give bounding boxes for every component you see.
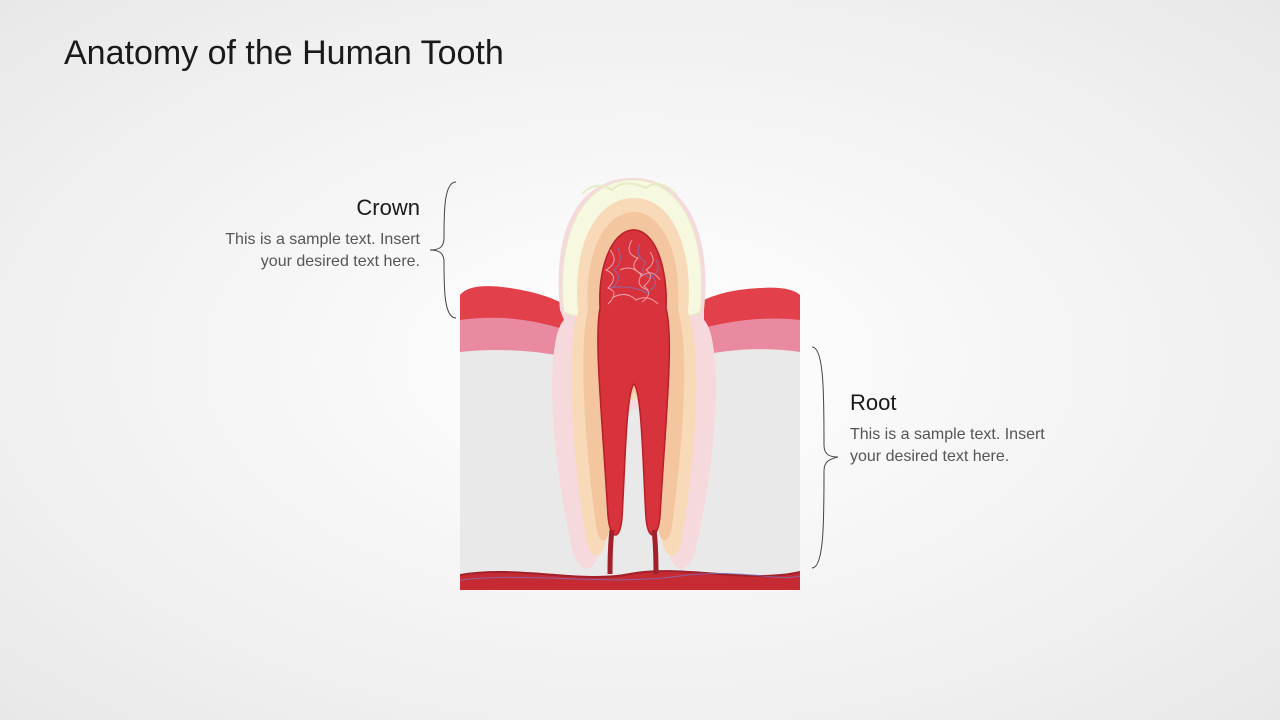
brace-root [810, 345, 840, 570]
brace-crown [428, 180, 458, 320]
tooth-illustration [460, 170, 800, 610]
tooth-diagram: Crown This is a sample text. Insert your… [0, 0, 1280, 720]
callout-root-heading: Root [850, 390, 1070, 416]
callout-root: Root This is a sample text. Insert your … [850, 390, 1070, 469]
vessel-right-conn [654, 530, 656, 574]
callout-root-body: This is a sample text. Insert your desir… [850, 424, 1070, 469]
callout-crown-body: This is a sample text. Insert your desir… [200, 229, 420, 274]
callout-crown-heading: Crown [200, 195, 420, 221]
callout-crown: Crown This is a sample text. Insert your… [200, 195, 420, 274]
vessel-left-conn [610, 530, 612, 574]
